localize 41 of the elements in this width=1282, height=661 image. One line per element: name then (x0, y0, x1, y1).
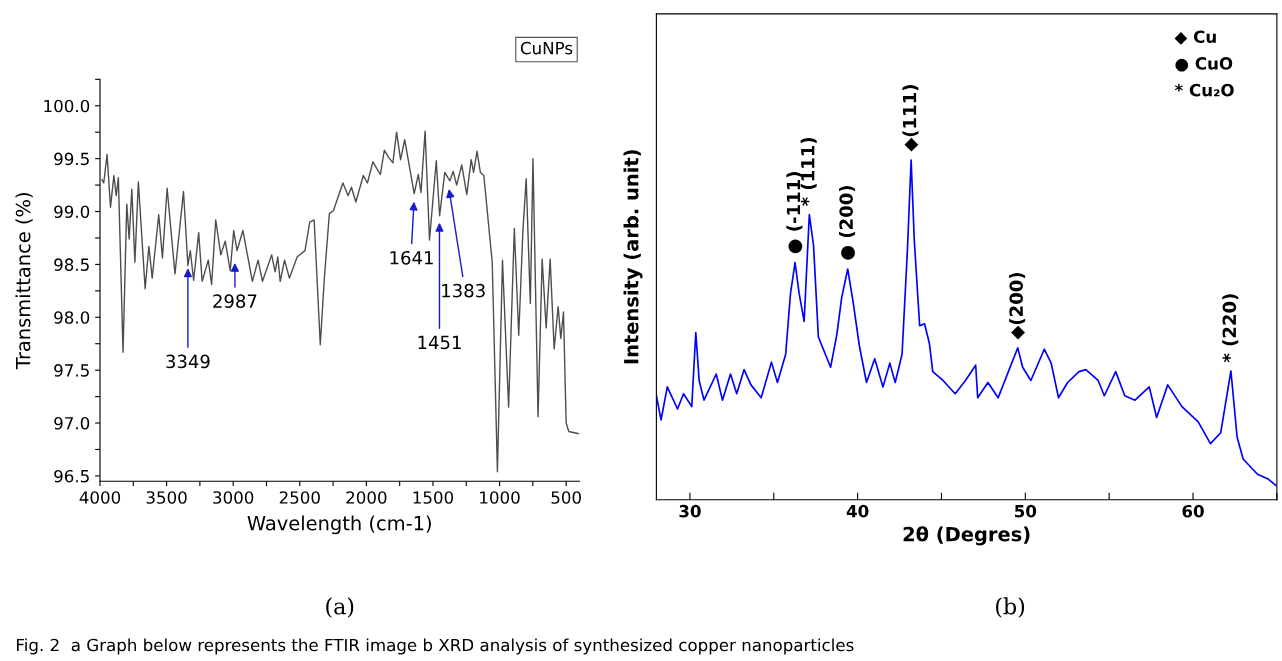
text: (b) (996, 597, 1025, 618)
annotation: 1383 (442, 283, 485, 298)
x-tick-label: 4000 (79, 491, 121, 504)
x-tick-label: 2000 (346, 491, 387, 504)
annotation: * (220) (1222, 294, 1239, 363)
text: CuNPs (520, 41, 573, 55)
x-tick-label: 60 (1182, 504, 1204, 518)
x-tick-label: 30 (679, 504, 701, 518)
y-axis-title: Intensity (arb. unit) (623, 150, 643, 364)
annotation: 2987 (213, 294, 257, 308)
y-tick-label: 97.0 (54, 417, 90, 430)
text: ◆ Cu (1174, 30, 1216, 45)
y-tick-label: 99.5 (54, 152, 89, 166)
y-tick-label: 100.0 (44, 99, 90, 113)
y-tick-label: 98.0 (54, 311, 90, 324)
y-tick-label: 96.5 (54, 469, 89, 483)
x-tick-label: 3000 (213, 491, 254, 504)
text: (a) (326, 597, 354, 618)
annotation: ● (200) (839, 186, 856, 260)
x-tick-label: 1500 (413, 491, 454, 504)
x-tick-label: 2500 (279, 491, 320, 504)
annotation: ◆(200) (1009, 272, 1026, 340)
text: ● CuO (1175, 57, 1233, 72)
line-series (101, 130, 579, 473)
y-tick-label: 99.0 (54, 205, 90, 219)
x-tick-label: 3500 (146, 491, 187, 504)
x-axis-title: Wavelength (cm-1) (247, 515, 431, 535)
annotation: ◆(111) (902, 85, 919, 152)
text: * Cu₂O (1174, 83, 1234, 97)
y-tick-label: 97.5 (54, 364, 89, 377)
y-axis-title: Transmittance (%) (15, 193, 33, 370)
y-tick-label: 98.5 (54, 258, 89, 271)
annotation: 1641 (390, 250, 433, 265)
x-tick-label: 50 (1015, 504, 1037, 518)
x-tick-label: 40 (846, 504, 869, 518)
annotation: 3349 (166, 354, 210, 369)
annotation: 1451 (418, 335, 461, 350)
x-axis-title: 2θ (Degres) (903, 526, 1030, 546)
x-tick-label: 1000 (480, 491, 520, 504)
x-tick-label: 500 (551, 491, 581, 504)
caption: Fig. 2 a Graph below represents the FTIR image b XRD analysis of synthesized copper nanoparticles (17, 638, 854, 655)
